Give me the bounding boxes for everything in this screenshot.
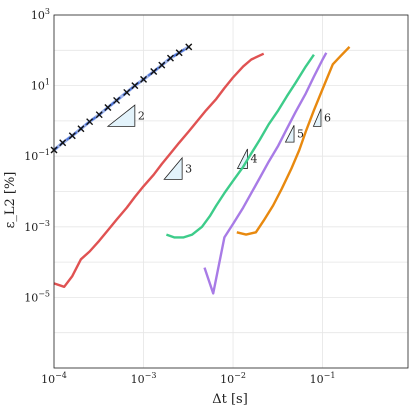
series-0-marker-13	[166, 54, 174, 62]
slope-triangle-2	[106, 104, 136, 127]
y-tick-labels: 10−5 10−3 10−1 101 103	[24, 7, 50, 304]
slope-label-2: 2	[138, 110, 145, 123]
y-tick-label-1: 10−3	[24, 219, 50, 234]
series-0-marker-14	[175, 49, 183, 57]
slope-label-3: 3	[185, 163, 192, 176]
y-tick-label-0: 10−5	[24, 289, 50, 304]
series-0-marker-1	[59, 139, 67, 147]
y-axis-label: ε_L2 [%]	[3, 172, 18, 229]
x-tick-label-1: 10−3	[131, 371, 157, 386]
series-0-marker-3	[77, 125, 85, 133]
x-tick-label-0: 10−4	[41, 371, 67, 386]
slope-triangle-4	[236, 148, 248, 169]
slope-triangle-5	[284, 125, 295, 143]
series-4-line	[236, 46, 351, 236]
series-0-marker-2	[68, 132, 76, 140]
series-0-marker-15	[185, 43, 193, 51]
x-tick-labels: 10−4 10−3 10−2 10−1	[41, 371, 335, 386]
series-0-line	[53, 46, 190, 151]
x-tick-label-2: 10−2	[220, 371, 246, 386]
series-0-marker-4	[86, 118, 94, 126]
series-3-line	[203, 52, 328, 295]
x-tick-label-3: 10−1	[310, 371, 336, 386]
slope-label-5: 5	[297, 128, 304, 141]
y-tick-label-2: 10−1	[24, 148, 50, 163]
series-0-marker-9	[131, 82, 139, 90]
series-0-marker-8	[123, 88, 131, 96]
slope-label-4: 4	[250, 153, 257, 166]
series-lines	[52, 45, 351, 295]
plot-frame	[53, 14, 409, 369]
x-axis-label: Δt [s]	[212, 392, 248, 407]
series-0-marker-10	[140, 75, 148, 83]
series-0-marker-11	[150, 68, 158, 76]
series-1-line	[53, 52, 265, 288]
slope-label-6: 6	[324, 112, 331, 125]
series-2-line	[165, 54, 315, 239]
series-0-marker-5	[95, 111, 103, 119]
series-0-marker-7	[113, 96, 121, 104]
series-0-marker-6	[104, 103, 112, 111]
y-tick-label-3: 101	[31, 78, 50, 93]
series-0-marker-12	[158, 61, 166, 69]
slope-triangle-6	[312, 108, 322, 127]
slope-triangle-3	[163, 156, 183, 180]
grid	[53, 14, 408, 369]
y-tick-label-4: 103	[31, 7, 50, 22]
slope-triangles: 2 3 4 5 6	[106, 104, 331, 180]
